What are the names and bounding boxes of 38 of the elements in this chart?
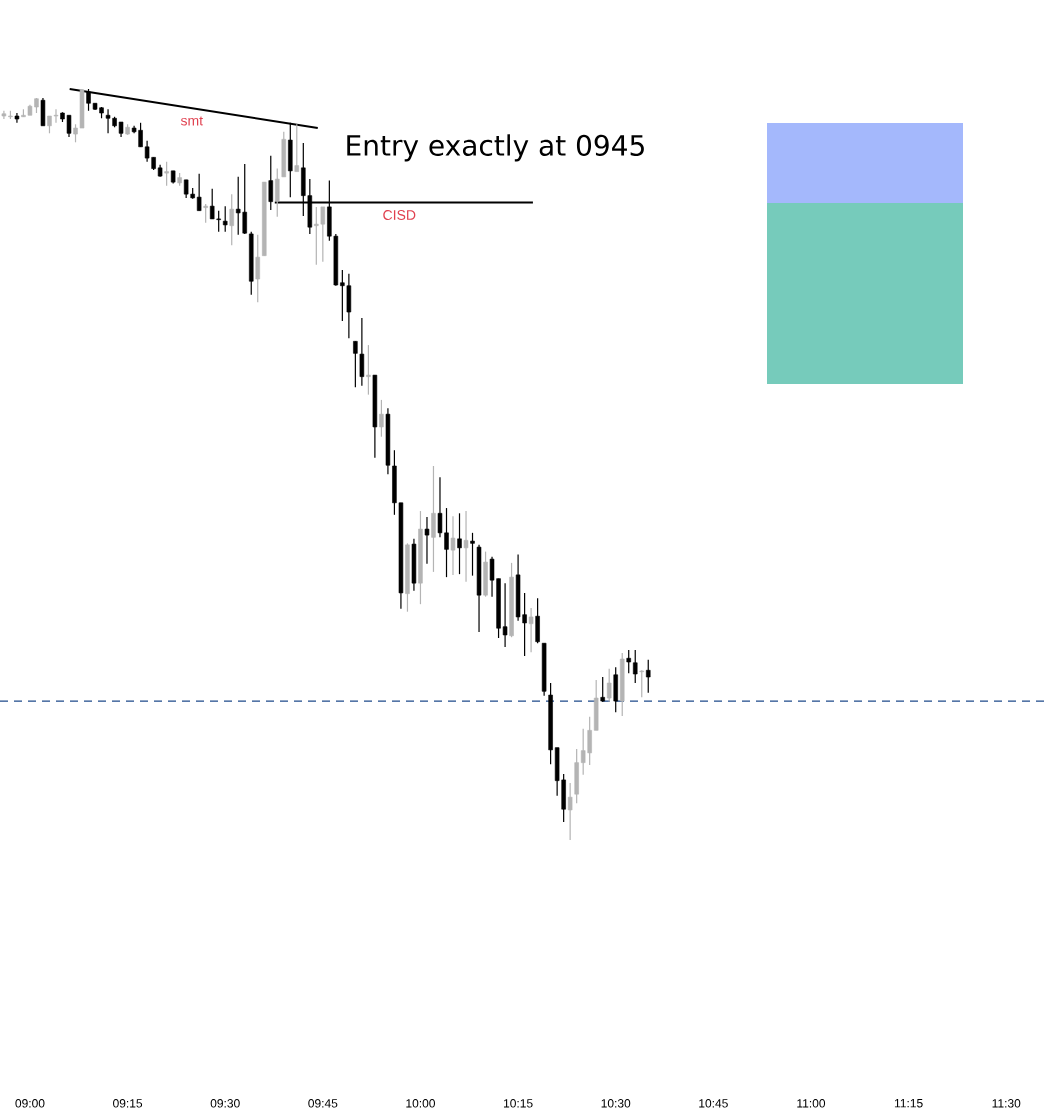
candlestick	[639, 669, 644, 698]
x-tick-label: 11:00	[797, 1099, 826, 1108]
candlestick	[275, 167, 280, 218]
x-tick-label: 10:30	[601, 1099, 631, 1108]
x-tick-label: 10:45	[699, 1099, 728, 1108]
candlestick	[600, 676, 605, 703]
x-tick-label: 09:15	[113, 1099, 143, 1108]
candlestick	[229, 193, 234, 246]
candlestick	[196, 173, 202, 212]
annotation: Entry exactly at 0945	[347, 134, 644, 162]
candlestick	[379, 399, 384, 438]
candlestick	[164, 161, 169, 187]
annotation: CISD	[383, 210, 416, 220]
x-tick-label: 10:00	[406, 1099, 436, 1108]
candlestick	[268, 155, 274, 211]
candlestick	[222, 205, 228, 233]
candlestick	[203, 203, 208, 224]
x-tick-label: 11:30	[992, 1099, 1021, 1108]
candlestick	[450, 515, 456, 576]
candlestick	[457, 512, 462, 575]
candlestick	[606, 668, 612, 703]
candlestick	[470, 532, 475, 577]
candlestick	[255, 234, 260, 303]
x-tick-label: 09:45	[308, 1099, 338, 1108]
candlestick	[463, 510, 469, 583]
candlestick	[294, 123, 300, 173]
x-tick-label: 10:15	[503, 1099, 533, 1108]
x-tick-label: 09:00	[15, 1099, 45, 1108]
candlestick	[366, 344, 371, 396]
annotation: smt	[180, 116, 203, 126]
candlestick	[567, 782, 573, 841]
candlestick	[528, 607, 534, 653]
candlestick	[424, 516, 430, 565]
candlestick	[632, 649, 638, 684]
candlestick	[646, 659, 651, 694]
candlestick	[626, 649, 631, 674]
x-tick-label: 11:15	[894, 1099, 923, 1108]
x-tick-label: 09:30	[210, 1099, 240, 1108]
